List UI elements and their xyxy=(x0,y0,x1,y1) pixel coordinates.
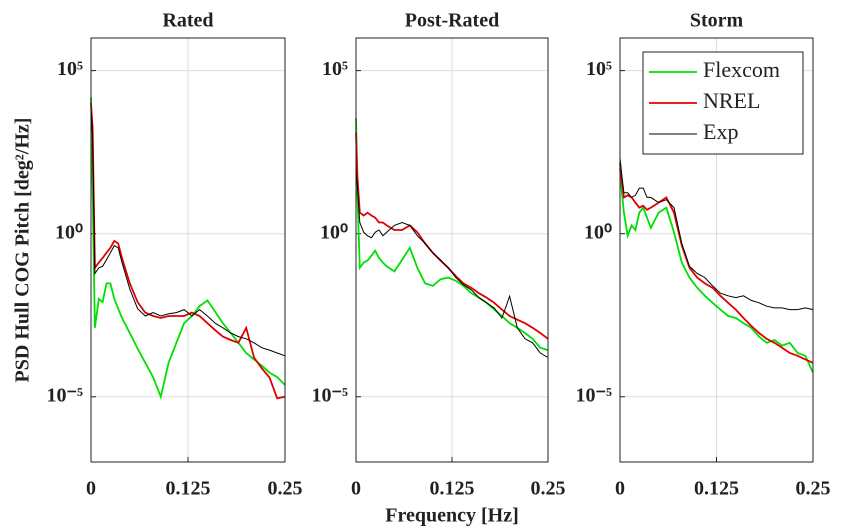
x-tick-label: 0.25 xyxy=(796,478,831,500)
panel-title: Storm xyxy=(690,10,744,32)
x-tick-label: 0.25 xyxy=(531,478,566,500)
y-tick-label: 10⁰ xyxy=(584,221,612,243)
series-line xyxy=(90,97,286,400)
x-tick-label: 0 xyxy=(615,478,625,500)
y-tick-label: 10⁵ xyxy=(586,58,612,80)
series-line xyxy=(355,167,549,358)
legend-label: Flexcom xyxy=(703,57,780,82)
legend-label: NREL xyxy=(703,88,760,113)
y-tick-label: 10⁻⁵ xyxy=(311,384,348,406)
y-tick-label: 10⁻⁵ xyxy=(46,384,83,406)
panel-title: Post-Rated xyxy=(405,10,499,32)
series-line xyxy=(619,162,814,364)
x-tick-label: 0.125 xyxy=(166,478,211,500)
x-tick-label: 0.125 xyxy=(430,478,475,500)
y-axis-label: PSD Hull COG Pitch [deg²/Hz] xyxy=(12,118,34,383)
axes-box xyxy=(619,37,814,463)
x-tick-label: 0.25 xyxy=(268,478,303,500)
legend-label: Exp xyxy=(703,119,738,144)
axes-box xyxy=(355,37,549,463)
y-tick-label: 10⁻⁵ xyxy=(575,384,612,406)
series-line xyxy=(619,157,814,311)
y-tick-label: 10⁵ xyxy=(57,58,83,80)
x-tick-label: 0 xyxy=(351,478,361,500)
y-tick-label: 10⁰ xyxy=(320,221,348,243)
x-axis-label: Frequency [Hz] xyxy=(385,505,519,527)
x-tick-label: 0.125 xyxy=(694,478,739,500)
series-line xyxy=(619,167,814,373)
y-tick-label: 10⁵ xyxy=(322,58,348,80)
panel-title: Rated xyxy=(162,10,213,32)
series-line xyxy=(90,103,286,400)
axes-box xyxy=(90,37,286,463)
series-line xyxy=(355,118,549,351)
series-line xyxy=(90,108,286,357)
x-tick-label: 0 xyxy=(86,478,96,500)
y-tick-label: 10⁰ xyxy=(55,221,83,243)
